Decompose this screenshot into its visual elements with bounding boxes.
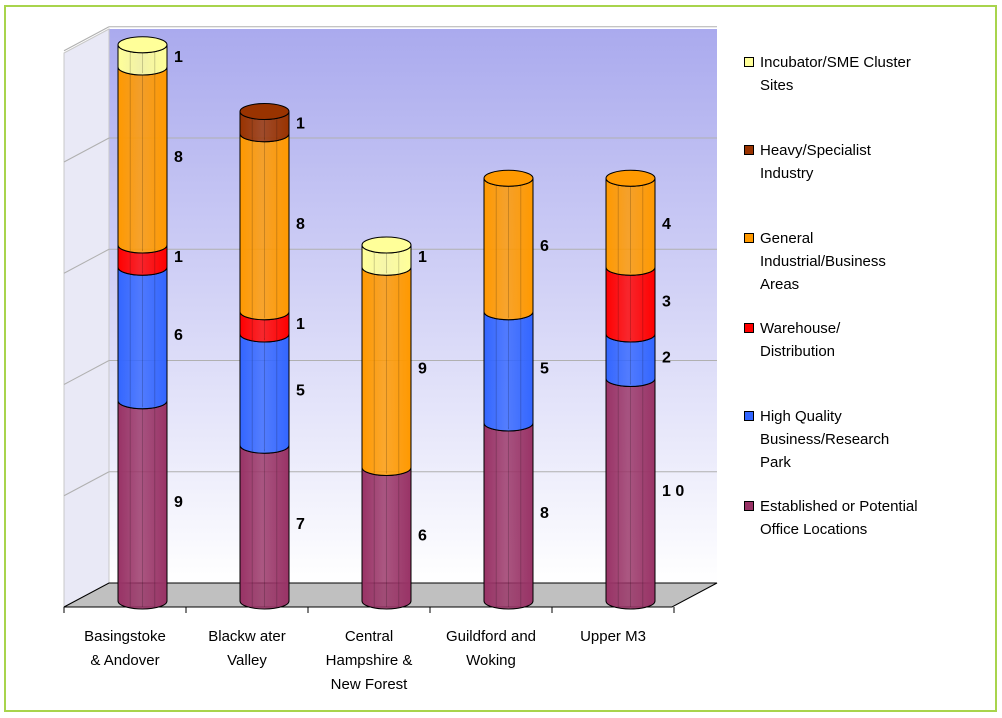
legend-swatch	[744, 501, 754, 511]
legend-label-line: Areas	[760, 276, 800, 293]
legend-swatch	[744, 57, 754, 67]
data-label: 1	[174, 49, 183, 66]
category-label-line: Basingstoke	[84, 628, 166, 645]
data-label: 9	[174, 494, 183, 511]
data-label: 6	[418, 527, 427, 544]
legend-label-line: High Quality	[760, 408, 842, 425]
legend-label-line: Established or Potential	[760, 498, 918, 515]
legend-label-line: Heavy/Specialist	[760, 142, 871, 159]
data-label: 5	[296, 383, 305, 400]
category-label-line: Woking	[466, 652, 516, 669]
category-label-line: Guildford and	[445, 628, 537, 645]
category-label-line: Valley	[227, 652, 267, 669]
legend-swatch	[744, 233, 754, 243]
legend-label: Warehouse/Distribution	[760, 317, 990, 363]
legend-swatch	[744, 323, 754, 333]
chart-plot: 9 6 1 8 1 7 5 1 8 1 6 9 1 8 5 6 1 0 2 3 4	[63, 26, 718, 613]
bar-top-cap	[239, 103, 290, 120]
data-label: 9	[418, 360, 427, 377]
legend-label-line: Business/Research	[760, 431, 890, 448]
legend-label: Heavy/Specialist Industry	[760, 139, 990, 185]
chart-frame: 9 6 1 8 1 7 5 1 8 1 6 9 1 8 5 6 1 0 2 3 4 Incubator/SME Clu…	[4, 5, 997, 712]
legend-label-line: Industrial/Business	[760, 253, 886, 270]
legend-label: General Industrial/Business Areas	[760, 227, 990, 296]
gridline	[63, 26, 110, 52]
data-label: 1 0	[662, 483, 684, 500]
category-label: Basingstoke & Andover	[64, 625, 186, 673]
category-label: Upper M3	[552, 625, 674, 649]
bar-top-cap	[605, 169, 656, 187]
bar-top-cap	[483, 169, 534, 187]
data-label: 8	[174, 149, 183, 166]
data-label: 8	[296, 216, 305, 233]
legend-swatch	[744, 411, 754, 421]
bar-top-cap	[117, 36, 168, 54]
bar-top-cap	[361, 236, 412, 254]
category-label-line: New Forest	[330, 676, 408, 693]
data-label: 5	[540, 360, 549, 377]
side-wall	[63, 28, 110, 608]
data-label: 1	[418, 249, 427, 266]
legend-label: High Quality Business/Research Park	[760, 405, 990, 474]
legend-label: Incubator/SME Cluster Sites	[760, 51, 990, 97]
legend-swatch	[744, 145, 754, 155]
gridline	[63, 137, 110, 163]
category-label-line: Hampshire &	[325, 652, 413, 669]
legend-label-line: Office Locations	[760, 521, 868, 538]
legend-label-line: Industry	[760, 165, 814, 182]
category-label: Blackw ater Valley	[186, 625, 308, 673]
legend-label-line: Warehouse/	[760, 320, 841, 337]
legend-label-line: General	[760, 230, 814, 247]
category-label-line: Central	[344, 628, 394, 645]
category-label-line: & Andover	[90, 652, 160, 669]
gridline	[63, 471, 110, 497]
data-label: 6	[174, 327, 183, 344]
legend-label-line: Sites	[760, 77, 794, 94]
category-label: Guildford and Woking	[430, 625, 552, 673]
category-label: Central Hampshire & New Forest	[308, 625, 430, 697]
data-label: 7	[296, 516, 305, 533]
legend-label-line: Park	[760, 454, 791, 471]
legend-label: Established or Potential Office Locations	[760, 495, 990, 541]
data-label: 6	[540, 238, 549, 255]
legend-label-line: Incubator/SME Cluster	[760, 54, 911, 71]
category-label-line: Upper M3	[580, 628, 646, 645]
data-label: 4	[662, 216, 671, 233]
data-label: 2	[662, 349, 671, 366]
data-label: 1	[296, 316, 305, 333]
data-label: 1	[296, 116, 305, 133]
legend-label-line: Distribution	[760, 343, 836, 360]
data-label: 1	[174, 249, 183, 266]
data-label: 3	[662, 294, 671, 311]
gridline	[63, 360, 110, 385]
category-label-line: Blackw ater	[208, 628, 286, 645]
data-label: 8	[540, 505, 549, 522]
gridline	[63, 248, 110, 274]
